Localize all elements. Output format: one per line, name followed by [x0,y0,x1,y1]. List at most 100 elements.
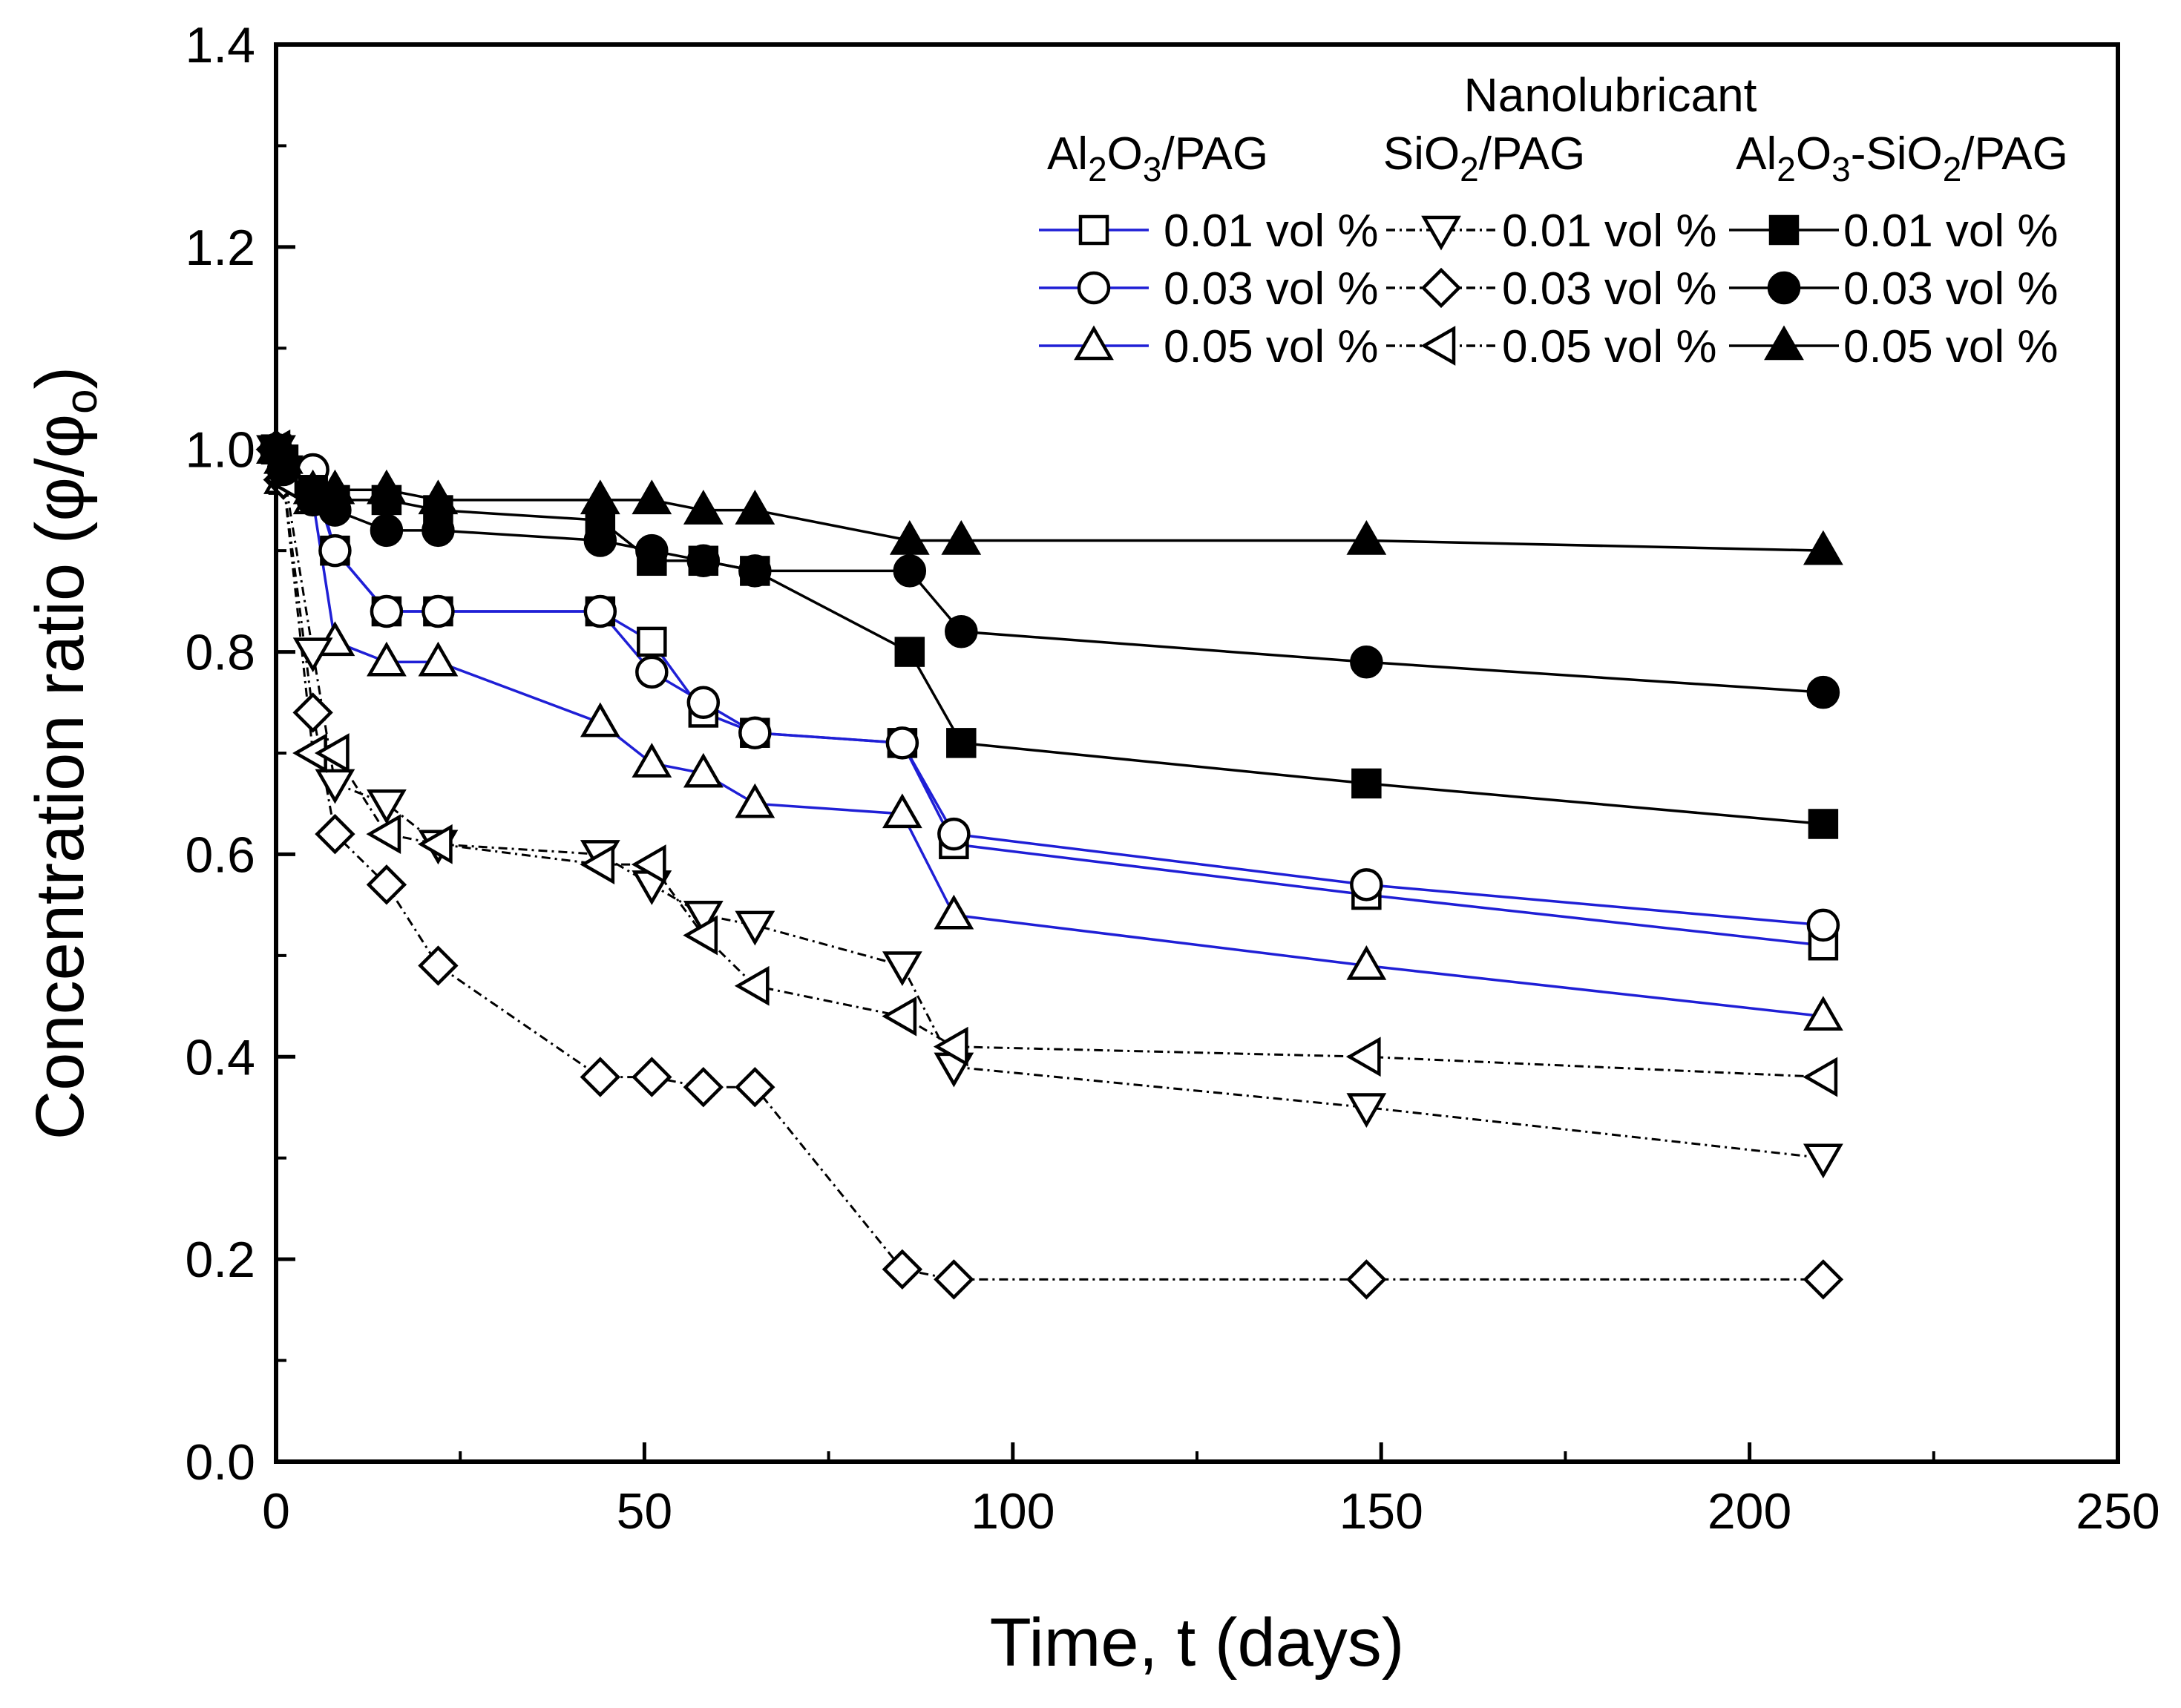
x-tick-label: 250 [2076,1483,2159,1540]
legend-group-header: Al2O3-SiO2/PAG [1736,128,2068,188]
data-point-al2o3-sio2-pag-circle [893,554,927,588]
data-point-sio2-pag-triangle-left [933,1026,968,1067]
x-axis-label: Time, t (days) [990,1605,1405,1681]
data-point-al2o3-pag-circle [885,726,919,760]
data-point-al2o3-pag-triangle-up [580,702,620,738]
series-line-sio2-pag-0-05-vol [275,449,1823,1079]
y-tick-label: 0.0 [185,1434,255,1491]
data-point-al2o3-sio2-pag-circle [1350,645,1383,679]
y-tick-label: 1.0 [185,422,255,479]
data-point-sio2-pag-triangle-down [735,910,775,946]
data-point-sio2-pag-triangle-left [1345,1037,1381,1077]
data-point-sio2-pag-diamond [632,1057,672,1097]
data-point-al2o3-sio2-pag-circle [422,513,455,548]
data-point-sio2-pag-diamond [735,1067,775,1108]
data-point-sio2-pag-diamond [315,813,355,855]
data-point-al2o3-pag-triangle-up [735,783,775,818]
data-point-al2o3-pag-triangle-up [1346,945,1387,980]
data-point-al2o3-sio2-pag-circle [1806,675,1840,709]
legend-item-label: 0.03 vol % [1843,263,2059,315]
legend-group-header: Al2O3/PAG [1047,128,1268,188]
data-point-al2o3-sio2-pag-triangle-up [1346,519,1387,555]
legend-swatch-marker [1420,326,1456,366]
legend-title: Nanolubricant [1464,68,1757,122]
legend-swatch-marker [1421,215,1461,251]
legend-item-label: 0.05 vol % [1843,321,2059,372]
data-point-al2o3-sio2-pag-triangle-up [889,519,930,555]
data-point-al2o3-pag-circle [937,817,971,851]
data-point-sio2-pag-triangle-left [683,915,718,956]
y-tick-label: 0.8 [185,625,255,681]
data-point-al2o3-sio2-pag-square [946,728,977,758]
data-point-al2o3-pag-square [637,626,667,657]
legend-swatch-marker [1420,267,1462,309]
legend-swatch-marker [1078,214,1109,246]
data-point-sio2-pag-diamond [1346,1259,1387,1300]
legend-swatch-marker [1768,214,1800,246]
data-point-sio2-pag-diamond [1803,1259,1844,1300]
data-point-sio2-pag-diamond [580,1057,621,1097]
data-point-al2o3-pag-triangle-up [632,743,672,778]
series-markers [255,429,1844,1300]
data-point-al2o3-sio2-pag-triangle-up [1803,530,1843,565]
x-tick-label: 50 [617,1483,673,1540]
data-point-al2o3-sio2-pag-square [894,637,925,667]
data-point-al2o3-sio2-pag-circle [686,544,721,578]
x-tick-label: 0 [262,1483,290,1540]
data-point-sio2-pag-triangle-left [314,733,350,773]
data-point-al2o3-pag-triangle-up [418,641,459,677]
data-point-sio2-pag-triangle-down [683,901,724,936]
y-tick-label: 1.4 [185,17,255,73]
legend-group-header: SiO2/PAG [1383,128,1586,188]
data-point-al2o3-sio2-pag-triangle-up [315,469,355,505]
series-line-al2o3-pag-0-05-vol [275,449,1824,1018]
data-point-sio2-pag-triangle-down [292,637,333,673]
data-point-sio2-pag-triangle-left [580,844,615,884]
data-point-sio2-pag-triangle-left [366,814,401,855]
data-point-sio2-pag-triangle-down [315,769,355,804]
legend-item-label: 0.01 vol % [1843,206,2059,257]
data-point-sio2-pag-diamond [418,945,459,986]
y-tick-label: 0.4 [185,1029,255,1085]
data-point-sio2-pag-triangle-down [1346,1093,1387,1129]
data-point-sio2-pag-triangle-left [417,824,453,864]
data-point-al2o3-pag-triangle-up [367,641,407,677]
data-point-al2o3-sio2-pag-square [1808,809,1839,839]
y-tick-label: 0.6 [185,827,255,883]
legend-item-label: 0.01 vol % [1164,206,1379,257]
y-tick-label: 0.2 [185,1232,255,1288]
data-point-al2o3-pag-triangle-up [934,894,974,930]
legend-item-label: 0.03 vol % [1502,263,1717,315]
data-point-al2o3-pag-circle [686,686,721,720]
legend-item-label: 0.03 vol % [1164,263,1379,315]
data-point-al2o3-sio2-pag-triangle-up [683,490,724,525]
legend: Nanolubricant Al2O3/PAG SiO2/PAG Al2O3-SiO2… [1039,68,2068,372]
data-point-al2o3-sio2-pag-circle [945,615,978,648]
y-axis-label: Concentration ratio (φ/φo) [22,367,106,1140]
data-point-sio2-pag-triangle-left [882,996,917,1037]
x-tick-label: 200 [1708,1483,1791,1540]
data-point-al2o3-sio2-pag-circle [738,554,772,588]
data-point-al2o3-pag-triangle-up [882,793,922,829]
data-point-al2o3-pag-circle [1806,908,1840,942]
data-point-al2o3-sio2-pag-triangle-up [367,469,407,505]
data-point-sio2-pag-triangle-left [631,844,666,884]
data-point-al2o3-sio2-pag-circle [370,513,404,548]
data-point-al2o3-sio2-pag-circle [583,524,617,557]
data-point-al2o3-pag-circle [422,594,455,628]
data-point-sio2-pag-diamond [934,1259,974,1300]
data-point-sio2-pag-diamond [366,864,407,905]
data-point-al2o3-pag-circle [1350,868,1383,901]
data-point-sio2-pag-diamond [882,1249,923,1290]
data-point-al2o3-pag-triangle-up [683,752,724,788]
x-tick-label: 100 [971,1483,1055,1540]
x-tick-label: 150 [1339,1483,1423,1540]
y-tick-label: 1.2 [185,220,255,276]
data-point-al2o3-sio2-pag-triangle-up [735,490,775,525]
legend-swatch-marker [1767,271,1801,305]
legend-swatch-marker [1077,271,1111,305]
series-layer [255,429,1844,1300]
data-point-sio2-pag-diamond [683,1067,724,1108]
data-point-al2o3-pag-triangle-up [1803,996,1843,1031]
